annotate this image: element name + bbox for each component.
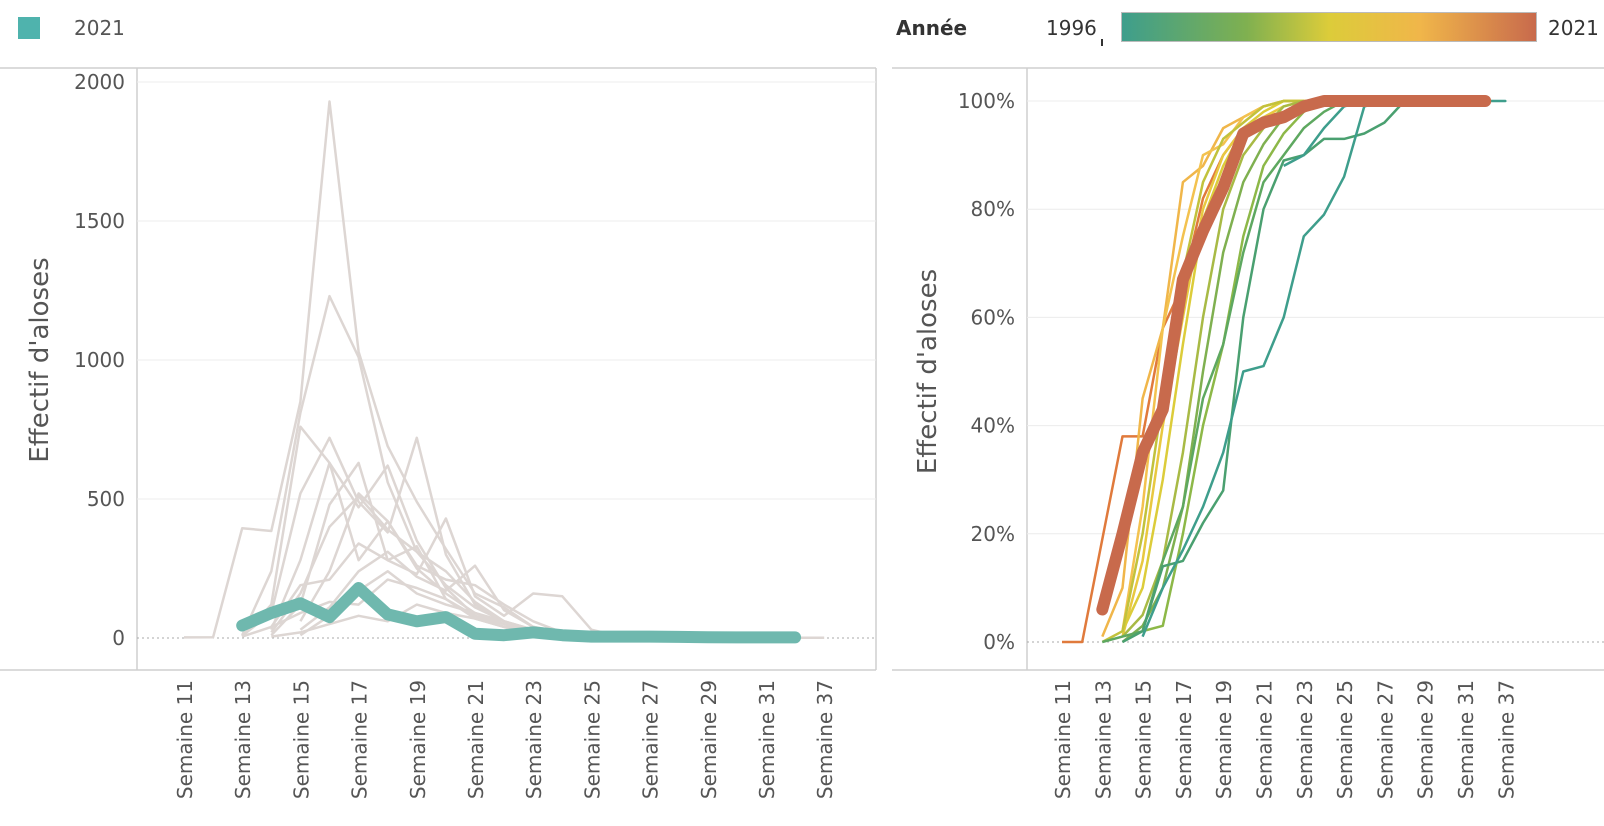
background-series-line [1141, 99, 1385, 638]
x-tick-label: Semaine 11 [173, 680, 197, 799]
color-legend-min: 1996 [1046, 16, 1097, 40]
x-tick-label: Semaine 13 [1091, 680, 1115, 799]
y-axis-label: Effectif d'aloses [913, 269, 943, 474]
y-tick-label: 100% [958, 89, 1015, 113]
highlight-series-line [1096, 95, 1492, 616]
x-tick-label: Semaine 17 [1172, 680, 1196, 799]
x-tick-label: Semaine 21 [1253, 680, 1277, 799]
series-legend: 2021 [18, 14, 125, 42]
y-tick-label: 1500 [74, 209, 125, 233]
y-axis-label: Effectif d'aloses [25, 257, 55, 462]
background-series-line [1121, 99, 1304, 632]
background-series-line [1142, 99, 1325, 633]
x-tick-label: Semaine 11 [1051, 680, 1075, 799]
color-legend-title: Année [896, 16, 968, 40]
color-legend-max: 2021 [1548, 16, 1599, 40]
year-color-legend: Année 1996 2021 [896, 12, 1604, 46]
color-gradient-tick [1101, 39, 1103, 46]
background-series-line [270, 461, 621, 638]
x-tick-label: Semaine 37 [813, 680, 837, 799]
x-tick-label: Semaine 19 [1212, 680, 1236, 799]
legend-label[interactable]: 2021 [74, 16, 125, 40]
x-tick-label: Semaine 13 [231, 680, 255, 799]
y-tick-label: 20% [971, 522, 1015, 546]
x-tick-label: Semaine 21 [464, 680, 488, 799]
y-tick-label: 2000 [74, 70, 125, 94]
legend-swatch[interactable] [18, 17, 40, 39]
x-tick-label: Semaine 31 [755, 680, 779, 799]
x-tick-label: Semaine 31 [1454, 680, 1478, 799]
y-tick-label: 60% [971, 305, 1015, 329]
color-gradient-bar[interactable] [1121, 12, 1537, 42]
x-tick-label: Semaine 27 [639, 680, 663, 799]
x-tick-label: Semaine 19 [406, 680, 430, 799]
x-tick-label: Semaine 23 [1293, 680, 1317, 799]
y-tick-label: 40% [971, 414, 1015, 438]
x-tick-label: Semaine 25 [580, 680, 604, 799]
x-tick-label: Semaine 37 [1494, 680, 1518, 799]
x-tick-label: Semaine 23 [522, 680, 546, 799]
background-series-line [299, 492, 592, 638]
x-tick-label: Semaine 29 [697, 680, 721, 799]
x-tick-label: Semaine 15 [289, 680, 313, 799]
y-tick-label: 80% [971, 197, 1015, 221]
background-series-line [1121, 99, 1425, 644]
highlight-series-line [236, 582, 802, 644]
y-tick-label: 0 [112, 626, 125, 650]
y-tick-label: 500 [87, 487, 125, 511]
x-tick-label: Semaine 29 [1414, 680, 1438, 799]
x-tick-label: Semaine 25 [1333, 680, 1357, 799]
x-tick-label: Semaine 17 [348, 680, 372, 799]
background-series-line [1101, 99, 1304, 644]
y-tick-label: 0% [983, 630, 1015, 654]
x-tick-label: Semaine 15 [1132, 680, 1156, 799]
x-tick-label: Semaine 27 [1373, 680, 1397, 799]
y-tick-label: 1000 [74, 348, 125, 372]
weekly-count-chart: 0 500 1000 1500 2000 Effectif d'aloses Semaine… [0, 67, 877, 799]
